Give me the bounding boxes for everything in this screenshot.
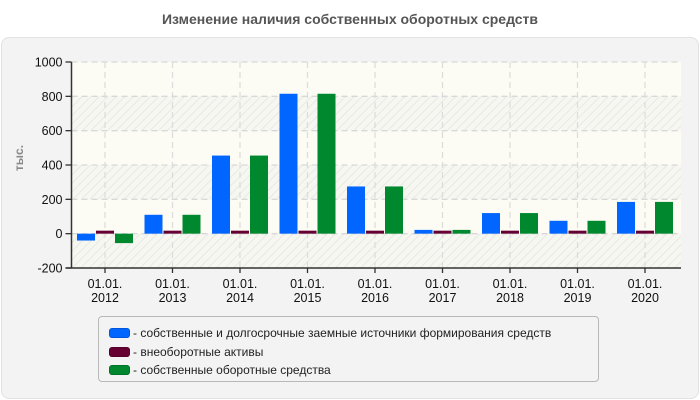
bar: [655, 201, 673, 234]
x-tick-label: 01.01.: [425, 277, 460, 291]
bar: [347, 186, 365, 234]
x-axis-ticks: 01.01.201201.01.201301.01.201401.01.2015…: [88, 268, 663, 305]
bar: [298, 230, 317, 234]
x-tick-label: 2016: [361, 291, 389, 305]
legend-label: - собственные оборотные средства: [133, 363, 331, 378]
legend-swatch-icon: [109, 365, 130, 376]
bar: [163, 230, 182, 234]
bar: [414, 229, 433, 234]
y-tick-label: -200: [37, 262, 62, 276]
bar: [231, 230, 249, 234]
y-tick-label: 400: [42, 159, 63, 173]
bar: [96, 230, 114, 234]
x-tick-label: 2013: [159, 291, 187, 305]
legend-item: - собственные оборотные средства: [109, 361, 598, 380]
bar: [77, 233, 95, 241]
x-tick-label: 2020: [631, 291, 659, 305]
y-tick-label: 200: [42, 193, 63, 207]
y-tick-label: 600: [42, 124, 63, 138]
bar: [433, 230, 452, 234]
bar: [212, 155, 230, 234]
x-tick-label: 01.01.: [493, 277, 528, 291]
x-tick-label: 01.01.: [223, 277, 258, 291]
y-tick-label: 0: [56, 227, 63, 241]
bar: [366, 230, 384, 234]
x-tick-label: 2018: [496, 291, 524, 305]
x-tick-label: 2014: [226, 291, 254, 305]
y-tick-label: 1000: [35, 56, 63, 70]
bar: [279, 93, 298, 234]
x-tick-label: 01.01.: [290, 277, 325, 291]
bar: [317, 93, 336, 234]
bar: [617, 201, 635, 234]
bar: [501, 230, 519, 234]
bar: [482, 213, 500, 234]
legend-swatch-icon: [109, 328, 130, 339]
bar: [182, 214, 201, 234]
x-tick-label: 01.01.: [560, 277, 595, 291]
x-tick-label: 01.01.: [628, 277, 663, 291]
bars: [77, 93, 673, 244]
bar: [587, 220, 606, 234]
bar: [452, 229, 471, 234]
bar: [385, 186, 403, 234]
y-axis-ticks: -200 0 200 400 600 800 1000: [35, 56, 72, 276]
legend-item: - собственные и долгосрочные заемные ист…: [109, 324, 598, 343]
x-tick-label: 2012: [91, 291, 119, 305]
bar: [636, 230, 654, 234]
x-tick-label: 01.01.: [358, 277, 393, 291]
x-tick-label: 2015: [294, 291, 322, 305]
legend-label: - внеоборотные активы: [133, 344, 264, 359]
y-axis-label: тыс.: [12, 145, 26, 171]
legend-item: - внеоборотные активы: [109, 343, 598, 362]
y-tick-label: 800: [42, 90, 63, 104]
bar: [144, 214, 163, 234]
chart-title: Изменение наличия собственных оборотных …: [161, 11, 539, 27]
bar: [250, 155, 268, 234]
legend-swatch-icon: [109, 346, 130, 357]
bar: [549, 220, 568, 234]
x-tick-label: 2017: [429, 291, 457, 305]
bar: [115, 233, 133, 244]
legend: - собственные и долгосрочные заемные ист…: [98, 316, 599, 382]
legend-label: - собственные и долгосрочные заемные ист…: [133, 326, 552, 341]
x-tick-label: 01.01.: [88, 277, 123, 291]
x-tick-label: 2019: [564, 291, 592, 305]
x-tick-label: 01.01.: [155, 277, 190, 291]
bar: [520, 213, 538, 234]
bar: [568, 230, 587, 234]
